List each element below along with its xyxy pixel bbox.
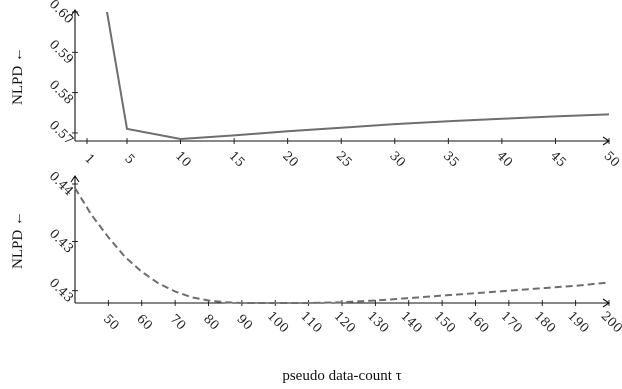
- x-tick-label: 120: [331, 308, 359, 336]
- x-tick-label: 40: [494, 148, 516, 170]
- x-tick-label: 180: [532, 308, 560, 336]
- x-tick-label: 80: [201, 311, 223, 333]
- x-tick-label: 190: [565, 308, 593, 336]
- y-axis-label: NLPD ←: [10, 211, 26, 269]
- x-tick-label: 50: [101, 311, 123, 333]
- x-tick-label: 140: [398, 308, 426, 336]
- y-tick-label: 0.59: [47, 36, 77, 66]
- y-tick-label: 0.43: [47, 226, 77, 256]
- x-axis-label: pseudo data-count τ: [282, 368, 401, 384]
- series-line-solid: [106, 11, 610, 140]
- y-tick-label: 0.57: [47, 117, 77, 147]
- x-tick-label: 130: [365, 308, 393, 336]
- panel-2: 50 60 70 80 90 100 110 120 130 140 150 160 170 180 190…: [10, 168, 622, 384]
- y-tick-label: 0.60: [47, 0, 77, 26]
- y-axis-arrow: [70, 175, 80, 183]
- x-tick-label: 20: [280, 148, 302, 170]
- x-tick-label: 5: [122, 151, 138, 167]
- x-tick-label: 100: [265, 308, 293, 336]
- x-tick-label: 150: [432, 308, 460, 336]
- x-tick-label: 45: [548, 148, 570, 170]
- x-tick-label: 60: [134, 311, 156, 333]
- y-tick-label: 0.44: [47, 168, 77, 198]
- x-tick-label: 35: [441, 148, 463, 170]
- x-tick-label: 200: [598, 308, 622, 336]
- series-line-dashed: [74, 187, 610, 304]
- x-tick-label: 70: [167, 311, 189, 333]
- y-axis-arrow: [70, 9, 80, 17]
- panel-1: 1 5 10 15 20 25 30 35 40 45 500.570.580.590.60NLPD…: [10, 0, 622, 170]
- y-tick-label: 0.58: [47, 77, 77, 107]
- x-tick-label: 30: [387, 148, 409, 170]
- x-tick-label: 25: [333, 148, 355, 170]
- x-tick-label: 110: [298, 308, 326, 336]
- x-tick-label: 15: [226, 148, 248, 170]
- x-tick-label: 50: [601, 148, 622, 170]
- x-tick-label: 90: [234, 311, 256, 333]
- x-tick-label: 170: [498, 308, 526, 336]
- y-axis-label: NLPD ←: [10, 47, 26, 105]
- y-tick-label: 0.43: [47, 275, 77, 305]
- x-tick-label: 160: [465, 308, 493, 336]
- x-tick-label: 1: [82, 151, 98, 167]
- x-tick-label: 10: [173, 148, 195, 170]
